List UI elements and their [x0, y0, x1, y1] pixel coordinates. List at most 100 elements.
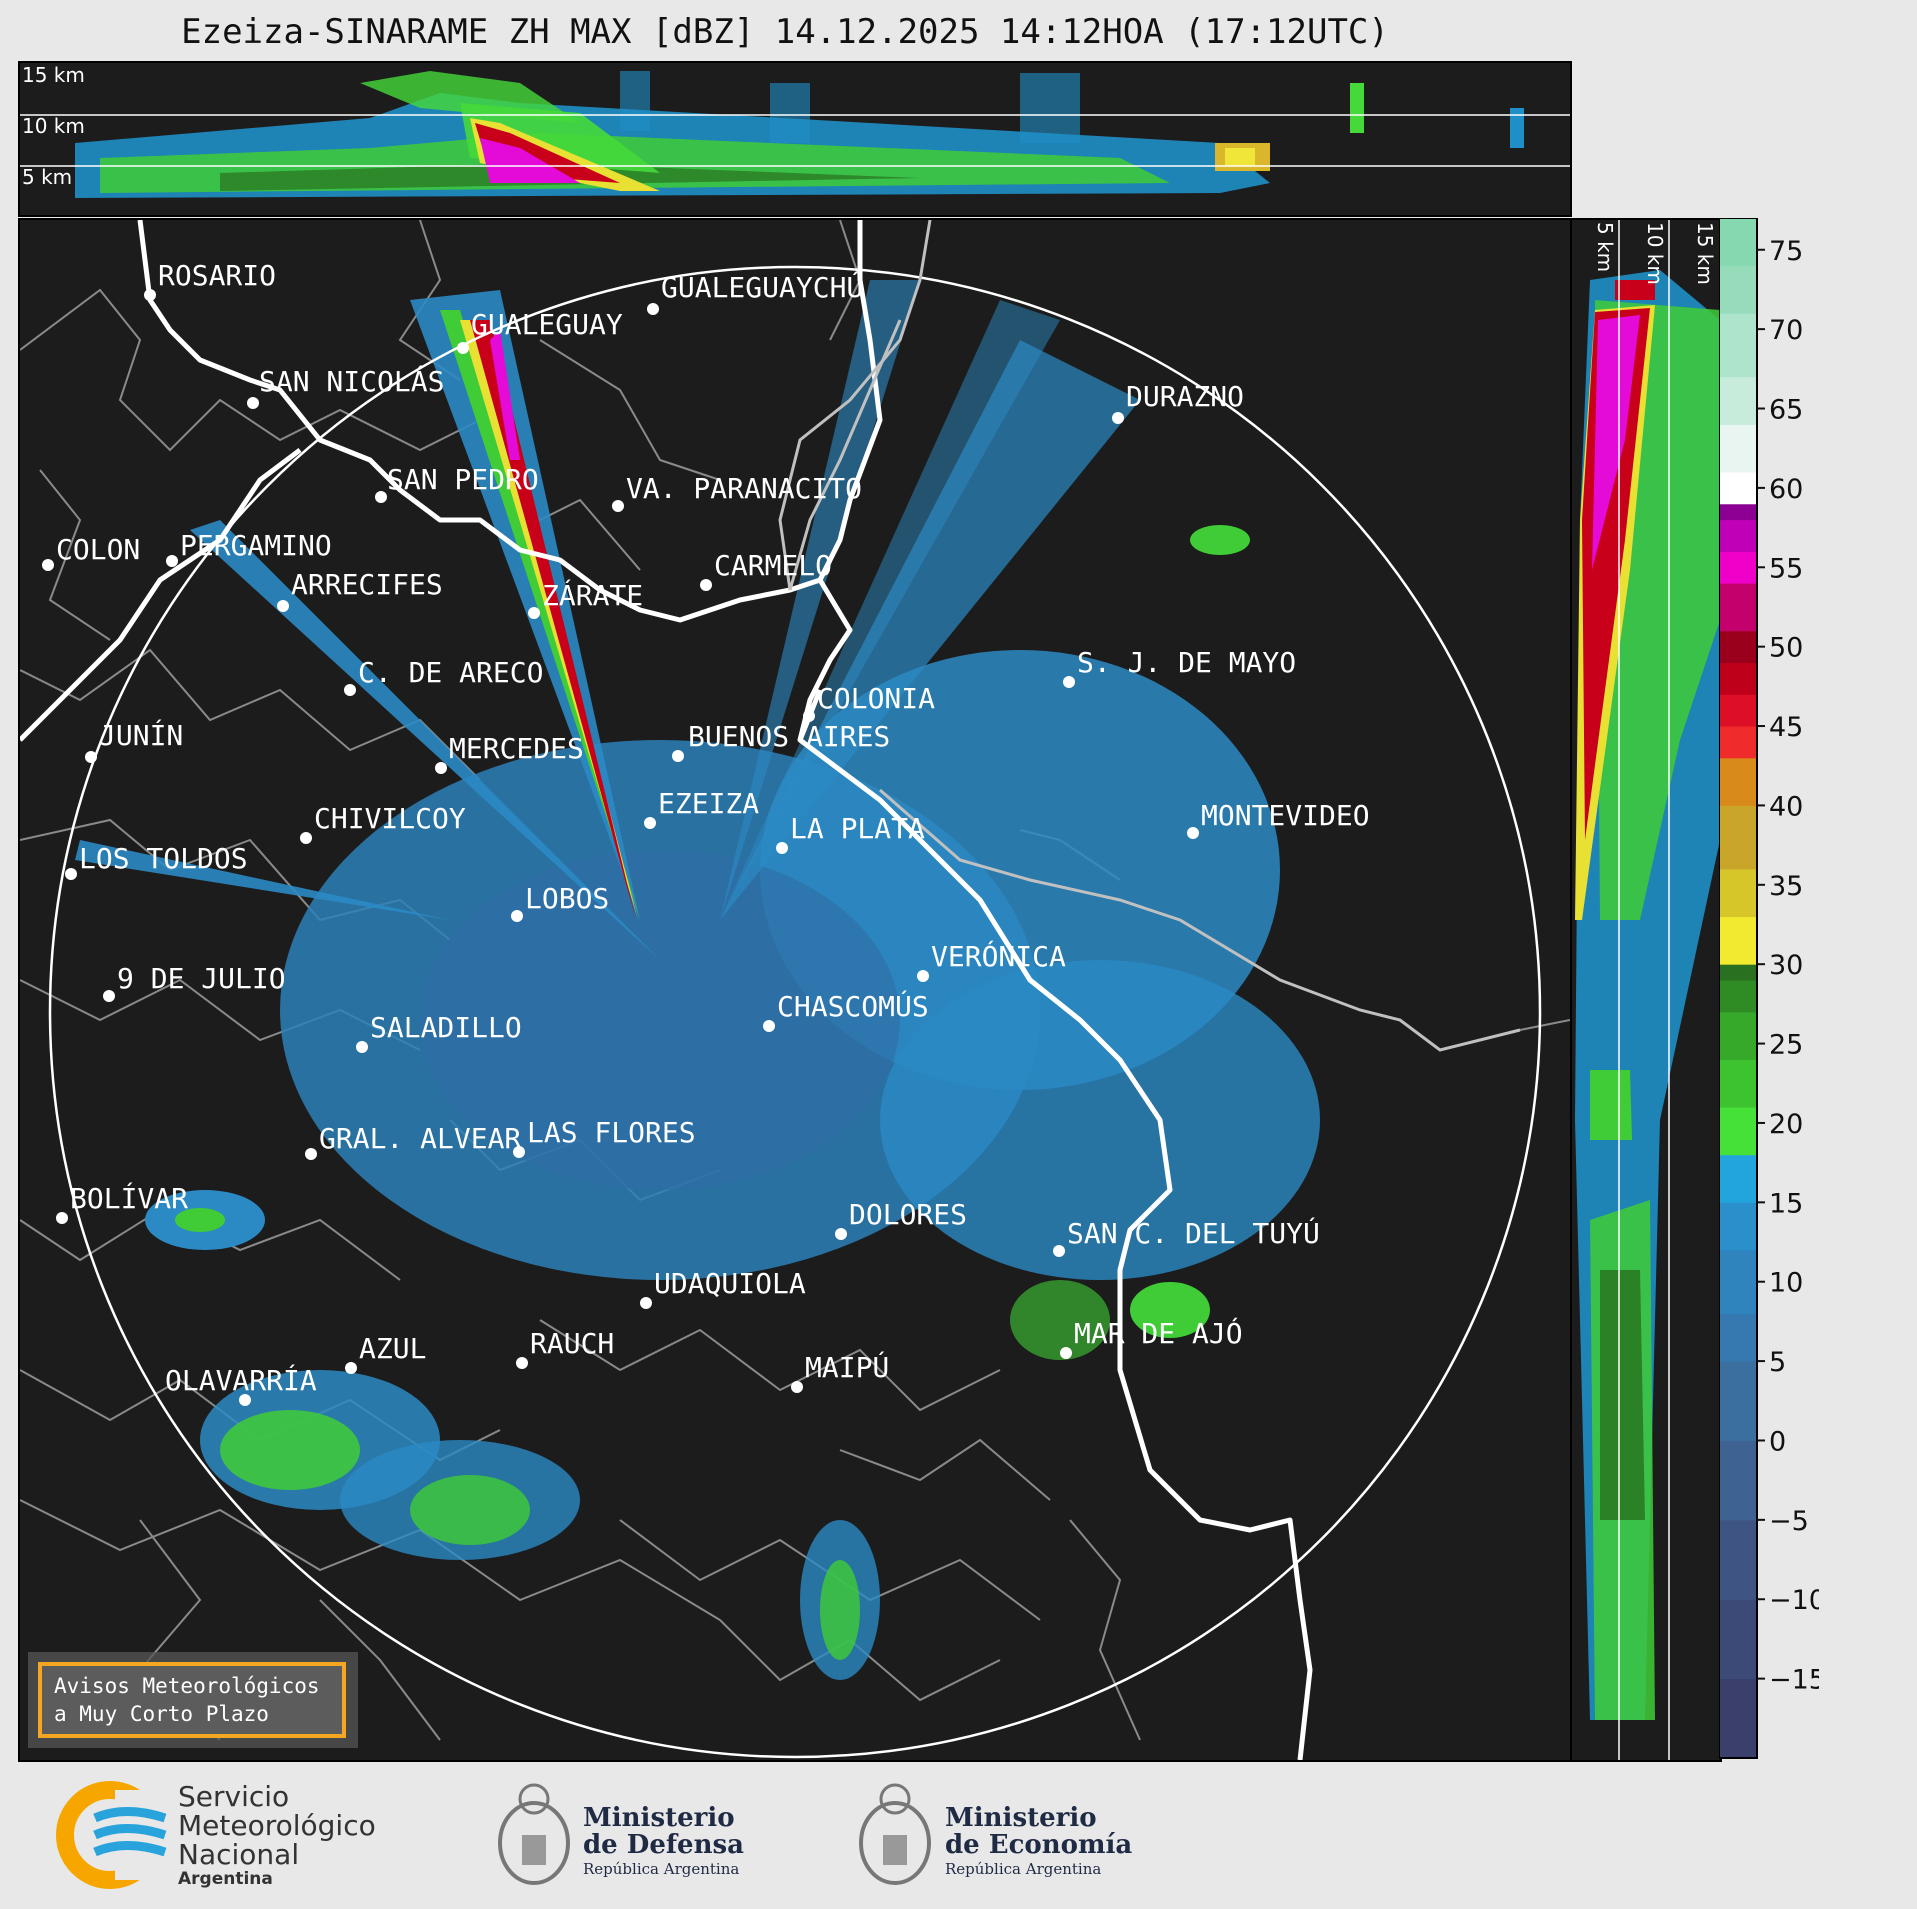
colorbar-segment — [1719, 472, 1757, 505]
colorbar-tick-label: 60 — [1769, 474, 1803, 505]
city-marker — [1063, 676, 1075, 688]
height-label: 5 km — [1593, 222, 1617, 272]
colorbar-segment — [1719, 980, 1757, 1013]
defensa-line3: República Argentina — [583, 1860, 740, 1878]
colorbar-segment — [1719, 519, 1757, 552]
height-label: 10 km — [22, 114, 85, 138]
colorbar-segment — [1719, 1313, 1757, 1362]
colorbar-segment — [1719, 630, 1757, 664]
height-label: 15 km — [22, 63, 85, 87]
city-label: AZUL — [359, 1332, 426, 1365]
colorbar-segment — [1719, 1154, 1757, 1203]
colorbar-tick-label: −15 — [1769, 1665, 1819, 1696]
city-marker — [1187, 827, 1199, 839]
smn-logo-text: Servicio Meteorológico Nacional Argentin… — [178, 1782, 376, 1889]
colorbar-segment — [1719, 583, 1757, 632]
city-label: SAN PEDRO — [387, 463, 539, 496]
colorbar-segment — [1719, 1519, 1757, 1600]
defensa-line1: Ministerio — [583, 1803, 735, 1833]
city-marker — [1060, 1347, 1072, 1359]
side-cross-section-svg: 5 km 10 km 15 km — [1575, 220, 1720, 1760]
colorbar-segment — [1719, 1059, 1757, 1108]
city-marker — [356, 1041, 368, 1053]
city-label: CHASCOMÚS — [777, 989, 929, 1023]
city-marker — [516, 1357, 528, 1369]
side-cross-section-panel: 5 km 10 km 15 km — [1568, 218, 1722, 1762]
top-cross-section-svg: 15 km 10 km 5 km — [20, 63, 1570, 198]
top-cross-section-panel: 15 km 10 km 5 km — [18, 61, 1572, 217]
colorbar-tick-label: 70 — [1769, 315, 1803, 346]
city-marker — [56, 1212, 68, 1224]
city-marker — [528, 607, 540, 619]
colorbar-tick-label: 0 — [1769, 1426, 1786, 1457]
colorbar-tick-label: 55 — [1769, 553, 1803, 584]
city-label: DOLORES — [849, 1198, 967, 1231]
colorbar-segment — [1719, 376, 1757, 425]
city-marker — [776, 842, 788, 854]
defensa-seal-icon — [498, 1783, 570, 1885]
colorbar-segment — [1719, 662, 1757, 695]
city-marker — [672, 750, 684, 762]
city-label: DURAZNO — [1126, 380, 1244, 413]
city-label: MONTEVIDEO — [1201, 799, 1370, 832]
city-label: MERCEDES — [449, 732, 584, 765]
city-label: CHIVILCOY — [314, 802, 466, 835]
city-label: ARRECIFES — [291, 568, 443, 601]
colorbar-tick-label: 10 — [1769, 1268, 1803, 1299]
smn-line4: Argentina — [178, 1869, 273, 1889]
city-marker — [345, 1362, 357, 1374]
city-marker — [1053, 1245, 1065, 1257]
colorbar-tick-label: 25 — [1769, 1030, 1803, 1061]
colorbar-segment — [1719, 218, 1757, 267]
colorbar-segment — [1719, 265, 1757, 314]
city-marker — [457, 342, 469, 354]
smn-line3: Nacional — [178, 1838, 300, 1871]
city-layer: ROSARIO GUALEGUAYCHÚ GUALEGUAY SAN NICOLÁS D… — [42, 259, 1370, 1406]
coastline — [20, 220, 1313, 1760]
city-marker — [103, 990, 115, 1002]
city-marker — [917, 970, 929, 982]
city-label: MAR DE AJÓ — [1074, 1316, 1243, 1350]
city-label: GUALEGUAYCHÚ — [661, 270, 863, 304]
economia-seal-icon — [859, 1783, 931, 1885]
city-label: SAN C. DEL TUYÚ — [1067, 1216, 1320, 1250]
colorbar-segment — [1719, 424, 1757, 473]
radar-echo — [75, 280, 1320, 1680]
city-label: COLONIA — [817, 682, 935, 715]
city-label: UDAQUIOLA — [654, 1267, 806, 1300]
city-marker — [42, 559, 54, 571]
city-label: ROSARIO — [158, 259, 276, 292]
city-label: VA. PARANACITO — [626, 472, 862, 505]
colorbar-segment — [1719, 694, 1757, 727]
city-marker — [166, 555, 178, 567]
defensa-line2: de Defensa — [583, 1830, 744, 1860]
city-label: GRAL. ALVEAR — [319, 1122, 521, 1155]
colorbar-tick-label: 20 — [1769, 1109, 1803, 1140]
colorbar-segment — [1719, 1011, 1757, 1060]
avisos-link[interactable]: Avisos Meteorológicos a Muy Corto Plazo — [38, 1662, 346, 1738]
city-marker — [612, 500, 624, 512]
city-label: BOLÍVAR — [70, 1181, 188, 1215]
city-marker — [803, 710, 815, 722]
height-label: 5 km — [22, 165, 72, 189]
colorbar-tick-label: 50 — [1769, 633, 1803, 664]
avisos-line2: a Muy Corto Plazo — [54, 1702, 269, 1726]
colorbar-segment — [1719, 1107, 1757, 1156]
colorbar-tick-label: −5 — [1769, 1506, 1809, 1537]
radar-map-svg: ROSARIO GUALEGUAYCHÚ GUALEGUAY SAN NICOLÁS D… — [20, 220, 1570, 1760]
city-marker — [277, 600, 289, 612]
city-marker — [85, 751, 97, 763]
colorbar-tick-label: −10 — [1769, 1585, 1819, 1616]
city-marker — [375, 491, 387, 503]
city-label: PERGAMINO — [180, 529, 332, 562]
colorbar-segment — [1719, 313, 1757, 378]
city-label: 9 DE JULIO — [117, 962, 286, 995]
colorbar-tick-label: 30 — [1769, 950, 1803, 981]
city-marker — [644, 817, 656, 829]
colorbar-segment — [1719, 757, 1757, 806]
city-label: SALADILLO — [370, 1011, 522, 1044]
city-marker — [239, 1394, 251, 1406]
city-label: VERÓNICA — [931, 939, 1066, 973]
